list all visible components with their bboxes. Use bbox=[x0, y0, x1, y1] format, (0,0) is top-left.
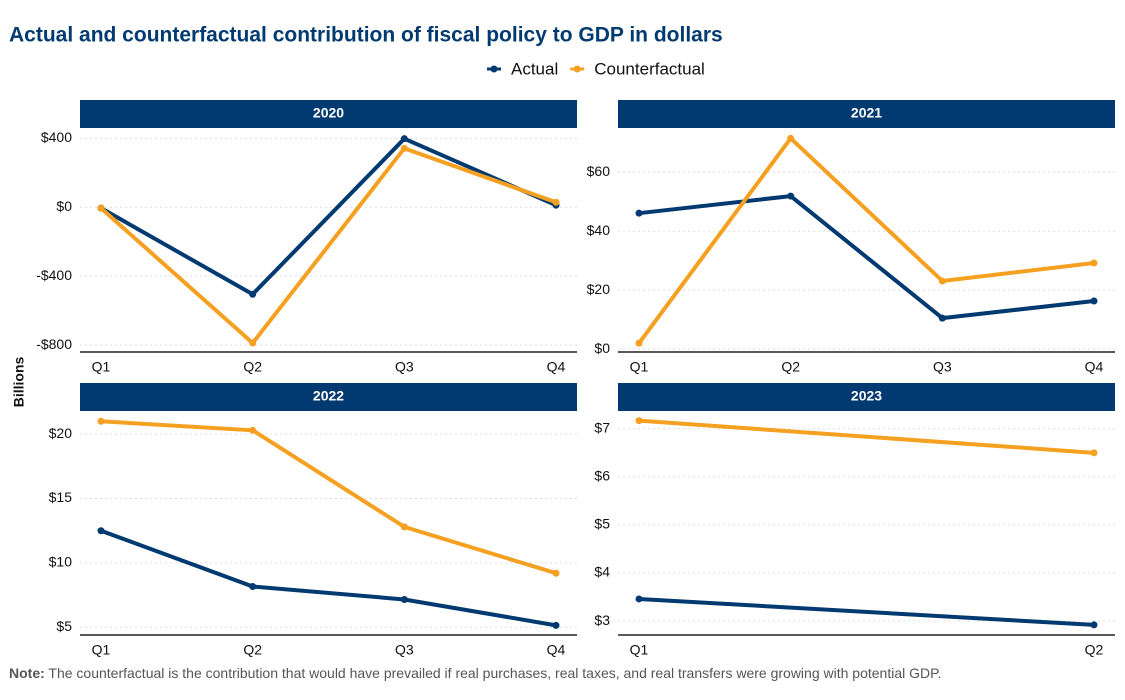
x-tick-label: Q4 bbox=[547, 642, 566, 658]
x-tick-label: Q3 bbox=[395, 642, 414, 658]
data-point bbox=[938, 314, 946, 322]
series-line bbox=[638, 194, 1095, 321]
data-point bbox=[552, 198, 560, 206]
data-point bbox=[1090, 449, 1098, 457]
panel-title: 2020 bbox=[313, 105, 344, 121]
data-point bbox=[97, 527, 105, 535]
x-tick-label: Q1 bbox=[630, 359, 649, 375]
data-point bbox=[400, 144, 408, 152]
y-tick-label: $60 bbox=[587, 163, 611, 179]
data-point bbox=[97, 204, 105, 212]
x-tick-label: Q2 bbox=[243, 359, 262, 375]
series-line bbox=[99, 146, 557, 346]
x-tick-label: Q1 bbox=[92, 359, 111, 375]
data-point bbox=[552, 569, 560, 577]
panel-strip bbox=[618, 383, 1115, 411]
legend-dot bbox=[573, 65, 581, 73]
data-point bbox=[249, 426, 257, 434]
x-tick-label: Q2 bbox=[781, 359, 800, 375]
data-point bbox=[787, 134, 795, 142]
x-tick-label: Q2 bbox=[1085, 642, 1104, 658]
x-tick-label: Q2 bbox=[243, 642, 262, 658]
y-tick-label: $0 bbox=[594, 340, 610, 356]
data-point bbox=[938, 277, 946, 285]
note: Note: The counterfactual is the contribu… bbox=[9, 665, 942, 681]
y-tick-label: $5 bbox=[56, 618, 72, 634]
x-tick-label: Q3 bbox=[933, 359, 952, 375]
legend-label: Counterfactual bbox=[594, 59, 705, 78]
y-tick-label: $7 bbox=[594, 419, 610, 435]
y-tick-label: $20 bbox=[49, 425, 73, 441]
data-point bbox=[635, 209, 643, 217]
y-tick-label: $40 bbox=[587, 222, 611, 238]
x-tick-label: Q4 bbox=[547, 359, 566, 375]
y-tick-label: $5 bbox=[594, 516, 610, 532]
panel-strip bbox=[618, 100, 1115, 128]
data-point bbox=[249, 339, 257, 347]
series-line bbox=[638, 596, 1095, 627]
series-line bbox=[100, 528, 557, 628]
x-tick-label: Q1 bbox=[92, 642, 111, 658]
data-point bbox=[1090, 259, 1098, 267]
y-tick-label: $10 bbox=[49, 554, 73, 570]
note-text: The counterfactual is the contribution t… bbox=[48, 665, 941, 681]
y-tick-label: $4 bbox=[594, 564, 610, 580]
data-point bbox=[97, 417, 105, 425]
series-line bbox=[100, 419, 557, 576]
data-point bbox=[552, 621, 560, 629]
series-line bbox=[637, 136, 1095, 345]
legend-dot bbox=[490, 65, 498, 73]
data-point bbox=[635, 595, 643, 603]
x-tick-label: Q3 bbox=[395, 359, 414, 375]
y-tick-label: $20 bbox=[587, 281, 611, 297]
data-point bbox=[249, 290, 257, 298]
data-point bbox=[635, 417, 643, 425]
y-tick-label: -$800 bbox=[36, 336, 72, 352]
data-point bbox=[400, 595, 408, 603]
panel-strip bbox=[80, 383, 577, 411]
y-tick-label: $400 bbox=[41, 129, 72, 145]
panel-title: 2023 bbox=[851, 388, 882, 404]
data-point bbox=[249, 582, 257, 590]
note-label: Note: bbox=[9, 665, 45, 681]
y-tick-label: $0 bbox=[56, 198, 72, 214]
series-line bbox=[638, 418, 1095, 455]
data-point bbox=[400, 523, 408, 531]
series-line bbox=[100, 136, 557, 297]
x-tick-label: Q4 bbox=[1085, 359, 1104, 375]
y-tick-label: $15 bbox=[49, 489, 73, 505]
data-point bbox=[1090, 297, 1098, 305]
x-tick-label: Q1 bbox=[630, 642, 649, 658]
data-point bbox=[400, 135, 408, 143]
panel-title: 2022 bbox=[313, 388, 344, 404]
data-point bbox=[635, 339, 643, 347]
data-point bbox=[1090, 621, 1098, 629]
y-tick-label: $6 bbox=[594, 468, 610, 484]
data-point bbox=[787, 192, 795, 200]
y-tick-label: $3 bbox=[594, 612, 610, 628]
y-axis-label: Billions bbox=[11, 357, 27, 408]
panel-title: 2021 bbox=[851, 105, 882, 121]
panel-strip bbox=[80, 100, 577, 128]
legend-label: Actual bbox=[511, 59, 558, 78]
y-tick-label: -$400 bbox=[36, 267, 72, 283]
chart-title: Actual and counterfactual contribution o… bbox=[9, 24, 723, 47]
